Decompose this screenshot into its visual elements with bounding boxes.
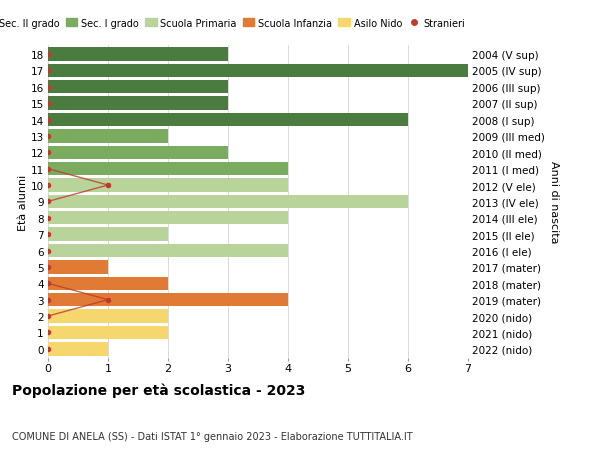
Bar (48, 277, 168, 291)
Text: COMUNE DI ANELA (SS) - Dati ISTAT 1° gennaio 2023 - Elaborazione TUTTITALIA.IT: COMUNE DI ANELA (SS) - Dati ISTAT 1° gen… (12, 431, 413, 441)
Bar (48, 65, 468, 78)
Y-axis label: Età alunni: Età alunni (18, 174, 28, 230)
Bar (48, 244, 288, 257)
Text: Popolazione per età scolastica - 2023: Popolazione per età scolastica - 2023 (12, 382, 305, 397)
Bar (48, 261, 108, 274)
Bar (48, 146, 228, 160)
Y-axis label: Anni di nascita: Anni di nascita (549, 161, 559, 243)
Legend: Sec. II grado, Sec. I grado, Scuola Primaria, Scuola Infanzia, Asilo Nido, Stran: Sec. II grado, Sec. I grado, Scuola Prim… (0, 15, 469, 33)
Bar (48, 310, 168, 323)
Bar (48, 113, 408, 127)
Bar (48, 228, 168, 241)
Bar (48, 293, 288, 307)
Bar (48, 212, 288, 225)
Bar (48, 97, 228, 111)
Bar (48, 81, 228, 94)
Bar (48, 179, 288, 192)
Bar (48, 162, 288, 176)
Bar (48, 326, 168, 339)
Bar (48, 130, 168, 143)
Bar (48, 195, 408, 209)
Bar (48, 48, 228, 62)
Bar (48, 342, 108, 356)
